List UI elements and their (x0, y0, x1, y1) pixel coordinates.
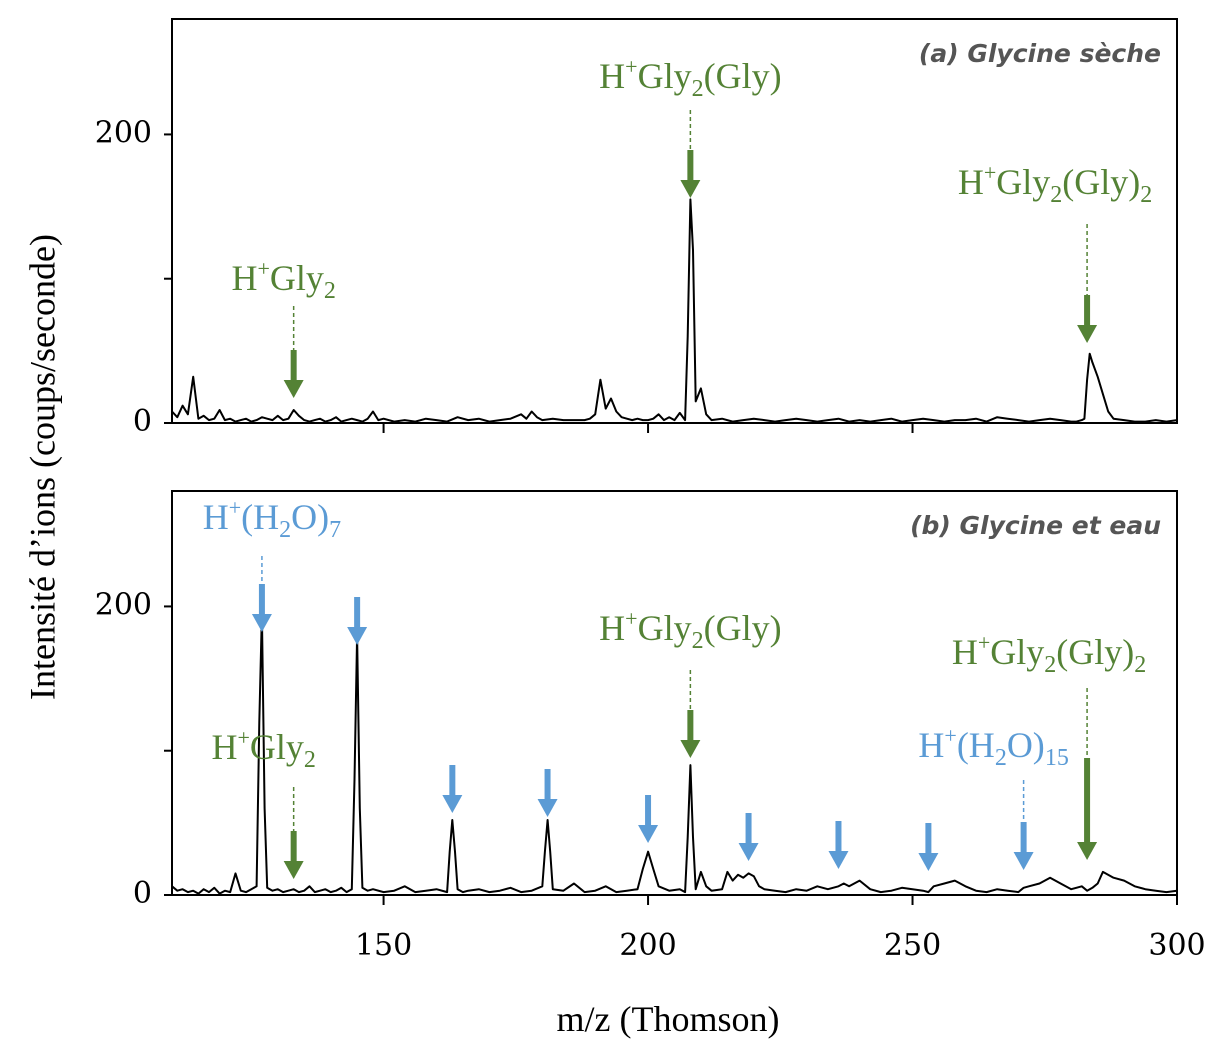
arrow-h-h2o-7 (251, 556, 272, 632)
y-tick-label: 0 (133, 876, 152, 911)
arrow-head (680, 740, 701, 758)
arrow-water-cluster (828, 821, 849, 869)
arrow-h-gly2 (283, 787, 304, 879)
arrow-head (442, 795, 463, 813)
label-h-gly2-gly2: H+Gly2(Gly)2 (952, 630, 1146, 678)
arrow-head (828, 851, 849, 869)
y-tick-label: 0 (133, 404, 152, 439)
x-tick-label: 150 (355, 928, 412, 963)
arrow-head (638, 825, 659, 843)
arrow-head (918, 853, 939, 871)
spectrum-line (171, 198, 1178, 423)
y-axis-label: Intensité d’ions (coups/seconde) (22, 234, 62, 700)
arrow-head (347, 627, 368, 645)
arrow-head (1013, 852, 1034, 870)
arrow-head (537, 799, 558, 817)
y-tick-label: 200 (95, 115, 152, 150)
arrow-h-gly2 (283, 306, 304, 398)
label-h-gly2-gly: H+Gly2(Gly) (599, 54, 781, 102)
x-tick-label: 250 (884, 928, 941, 963)
label-h-h2o-7: H+(H2O)7 (203, 495, 341, 543)
arrow-head (738, 843, 759, 861)
x-tick-label: 300 (1148, 928, 1205, 963)
label-h-gly2: H+Gly2 (211, 725, 315, 773)
panel-title: (b) Glycine et eau (910, 511, 1161, 540)
spectrum-line (171, 612, 1178, 895)
arrow-h-gly2-gly2 (1077, 224, 1098, 343)
x-tick-label: 200 (619, 928, 676, 963)
arrow-head (283, 380, 304, 398)
arrow-h-gly2-gly (680, 110, 701, 198)
label-h-gly2-gly2: H+Gly2(Gly)2 (958, 160, 1152, 208)
plot-frame (171, 490, 1178, 896)
arrow-head (283, 861, 304, 879)
label-h-gly2-gly: H+Gly2(Gly) (599, 606, 781, 654)
panel-title: (a) Glycine sèche (919, 39, 1161, 68)
arrow-water-cluster (347, 597, 368, 645)
panel-b: 0 200 150 200 250 300 (b) Glycine et eau H+(H2O… (95, 490, 1206, 963)
arrow-head (680, 180, 701, 198)
panel-a: 0 200 (a) Glycine sèche H+Gly2 H+Gly2(Gly) H+… (95, 18, 1178, 439)
x-axis-label: m/z (Thomson) (557, 999, 780, 1039)
arrow-water-cluster (918, 823, 939, 871)
arrow-water-cluster (738, 813, 759, 861)
arrow-head (1077, 325, 1098, 343)
label-h-h2o-15: H+(H2O)15 (918, 723, 1068, 771)
arrow-head (251, 614, 272, 632)
arrow-h-h2o-15 (1013, 780, 1034, 870)
y-tick-label: 200 (95, 587, 152, 622)
arrow-h-gly2-gly (680, 670, 701, 758)
arrow-head (1077, 842, 1098, 860)
arrow-water-cluster (638, 795, 659, 843)
arrow-h-gly2-gly2 (1077, 688, 1098, 860)
label-h-gly2: H+Gly2 (231, 256, 335, 304)
arrow-water-cluster (442, 765, 463, 813)
plot-frame (171, 18, 1178, 424)
arrow-water-cluster (537, 769, 558, 817)
